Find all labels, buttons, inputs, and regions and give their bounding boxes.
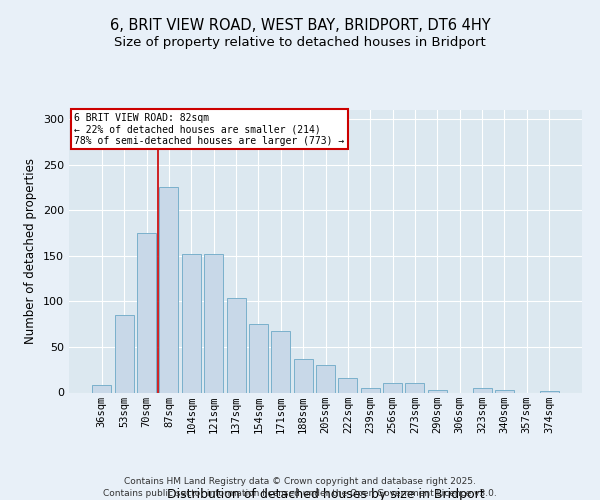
Text: 6, BRIT VIEW ROAD, WEST BAY, BRIDPORT, DT6 4HY: 6, BRIT VIEW ROAD, WEST BAY, BRIDPORT, D… <box>110 18 490 32</box>
Text: Contains HM Land Registry data © Crown copyright and database right 2025.
Contai: Contains HM Land Registry data © Crown c… <box>103 476 497 498</box>
Bar <box>204 254 223 392</box>
Bar <box>428 390 447 392</box>
Bar <box>495 390 514 392</box>
Bar <box>539 390 559 392</box>
Bar <box>406 384 424 392</box>
Y-axis label: Number of detached properties: Number of detached properties <box>25 158 37 344</box>
Bar <box>182 254 201 392</box>
Bar <box>361 388 380 392</box>
Bar <box>293 359 313 392</box>
Bar <box>316 365 335 392</box>
Bar <box>249 324 268 392</box>
Text: Size of property relative to detached houses in Bridport: Size of property relative to detached ho… <box>114 36 486 49</box>
Bar <box>115 315 134 392</box>
Bar <box>338 378 358 392</box>
Bar <box>160 188 178 392</box>
X-axis label: Distribution of detached houses by size in Bridport: Distribution of detached houses by size … <box>167 488 484 500</box>
Bar <box>227 298 245 392</box>
Text: 6 BRIT VIEW ROAD: 82sqm
← 22% of detached houses are smaller (214)
78% of semi-d: 6 BRIT VIEW ROAD: 82sqm ← 22% of detache… <box>74 113 344 146</box>
Bar <box>92 385 112 392</box>
Bar <box>137 233 156 392</box>
Bar <box>383 384 402 392</box>
Bar <box>473 388 491 392</box>
Bar <box>271 330 290 392</box>
